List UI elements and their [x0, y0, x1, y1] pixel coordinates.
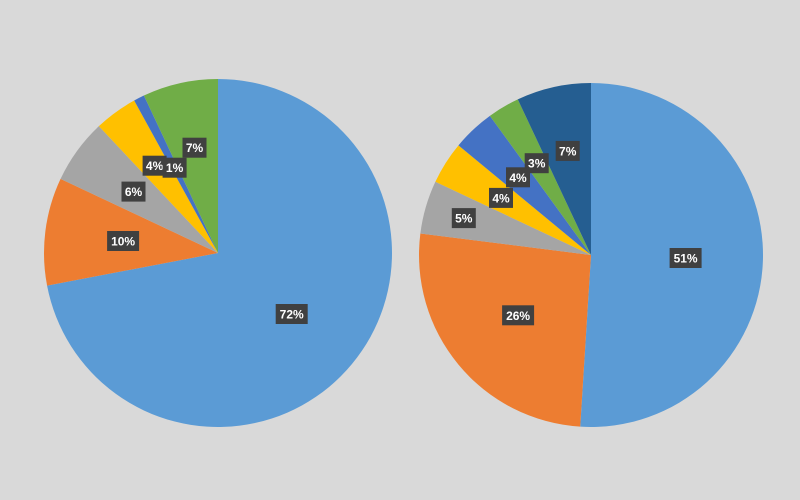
data-label-box [524, 153, 549, 174]
data-label-text: 4% [492, 191, 510, 205]
data-label-text: 26% [506, 309, 530, 323]
data-label-text: 7% [186, 141, 204, 155]
data-label-box [182, 137, 207, 158]
pie-left-slice-3 [98, 100, 218, 254]
data-label-box [162, 157, 187, 178]
pie-left-data-label-1: 10% [107, 231, 140, 251]
data-label-box [669, 248, 702, 268]
pie-right-slice-3 [435, 145, 591, 255]
pie-left-data-label-0: 72% [275, 304, 308, 324]
data-label-box [121, 181, 146, 202]
data-label-text: 51% [674, 252, 698, 266]
pie-right-data-label-2: 5% [451, 208, 476, 229]
pie-right-data-label-4: 4% [506, 167, 530, 188]
data-label-text: 5% [455, 212, 473, 226]
data-label-text: 4% [146, 159, 164, 173]
data-label-box [142, 155, 167, 176]
pie-right-data-label-6: 7% [555, 140, 580, 161]
pie-left-data-label-3: 4% [142, 155, 167, 176]
pie-left-data-label-2: 6% [121, 181, 146, 202]
data-label-box [502, 305, 535, 326]
pie-right-data-label-0: 51% [669, 248, 702, 268]
data-label-box [506, 167, 530, 188]
pie-right-data-label-3: 4% [489, 187, 513, 208]
data-label-text: 6% [125, 185, 143, 199]
pie-left-data-label-4: 1% [162, 157, 187, 178]
pie-left-slice-0 [47, 79, 392, 427]
pie-left-data-label-5: 7% [182, 137, 207, 158]
data-label-box [275, 304, 308, 324]
data-label-text: 4% [509, 171, 527, 185]
data-label-text: 3% [528, 157, 546, 171]
pie-right-slice-6 [517, 83, 591, 255]
pie-chart-right: 51%26%5%4%4%3%7% [419, 83, 764, 427]
pie-right-slice-1 [419, 233, 591, 427]
data-label-box [451, 208, 476, 229]
data-label-text: 1% [166, 161, 184, 175]
data-label-text: 10% [111, 235, 135, 249]
data-label-text: 72% [280, 308, 304, 322]
data-label-box [489, 187, 513, 208]
pie-right-data-label-5: 3% [524, 153, 549, 174]
pie-right-slice-5 [489, 99, 591, 256]
pie-chart-left: 72% 10% 6%4% 1%7% [43, 79, 392, 427]
data-label-box [555, 140, 580, 161]
data-label-box [107, 231, 140, 251]
pie-right-slice-2 [420, 181, 591, 255]
pie-right-data-label-1: 26% [502, 305, 535, 326]
data-label-text: 7% [559, 144, 577, 158]
